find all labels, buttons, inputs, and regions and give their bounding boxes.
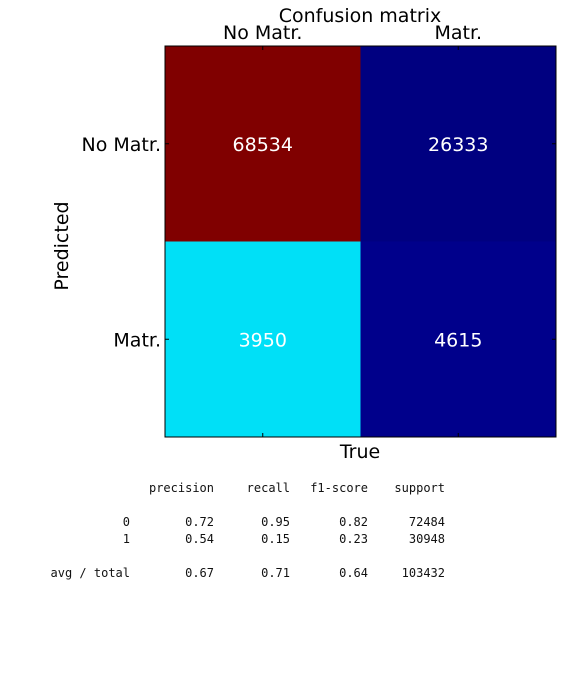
report-row-f1: 0.23 (339, 532, 368, 546)
confusion-matrix-figure: Confusion matrix 68534 26333 3950 4615 No M… (51, 5, 557, 463)
heatmap-cell (360, 46, 556, 242)
heatmap-value-labels: 68534 26333 3950 4615 (233, 134, 489, 352)
report-row-recall: 0.15 (261, 532, 290, 546)
heatmap-cell (360, 241, 556, 437)
y-tick-labels: No Matr. Matr. (82, 134, 161, 352)
heatmap-cell (165, 46, 361, 242)
classification-report: precision recall f1-score support 0 0.72… (0, 480, 583, 582)
y-axis-label: Predicted (51, 201, 73, 290)
report-header-row: precision recall f1-score support (0, 480, 583, 497)
report-avg-row: avg / total 0.67 0.71 0.64 103432 (0, 565, 583, 582)
heatmap-value-label: 4615 (434, 329, 482, 351)
report-avg-precision: 0.67 (185, 566, 214, 580)
report-header-f1: f1-score (310, 481, 368, 495)
y-tick-label: Matr. (113, 329, 161, 351)
report-row-label: 1 (122, 532, 130, 546)
x-axis-label: True (339, 441, 380, 463)
heatmap-value-label: 3950 (239, 329, 287, 351)
x-tick-label: Matr. (434, 22, 482, 44)
chart-title: Confusion matrix (279, 5, 441, 27)
report-row-label: 0 (122, 515, 130, 529)
heatmap-value-label: 68534 (233, 134, 293, 156)
report-header-support: support (394, 481, 445, 495)
y-tick-label: No Matr. (82, 134, 161, 156)
plot-frame (164, 45, 557, 438)
report-row-recall: 0.95 (261, 515, 290, 529)
heatmap-cell (165, 241, 361, 437)
report-avg-f1: 0.64 (339, 566, 368, 580)
report-header-recall: recall (246, 481, 290, 495)
report-row-precision: 0.72 (185, 515, 214, 529)
report-row-support: 30948 (408, 532, 445, 546)
report-spacer (0, 548, 583, 565)
report-row-support: 72484 (408, 515, 445, 529)
report-row-precision: 0.54 (185, 532, 214, 546)
report-avg-label: avg / total (50, 566, 130, 580)
axis-ticks (165, 46, 556, 437)
report-avg-recall: 0.71 (261, 566, 290, 580)
report-avg-support: 103432 (401, 566, 445, 580)
heatmap-cells (165, 46, 556, 437)
x-tick-label: No Matr. (223, 22, 302, 44)
report-spacer (0, 497, 583, 514)
x-tick-labels: No Matr. Matr. (223, 22, 482, 44)
heatmap-value-label: 26333 (428, 134, 488, 156)
report-row-f1: 0.82 (339, 515, 368, 529)
report-row-1: 1 0.54 0.15 0.23 30948 (0, 531, 583, 548)
report-row-0: 0 0.72 0.95 0.82 72484 (0, 514, 583, 531)
report-header-precision: precision (148, 481, 214, 495)
